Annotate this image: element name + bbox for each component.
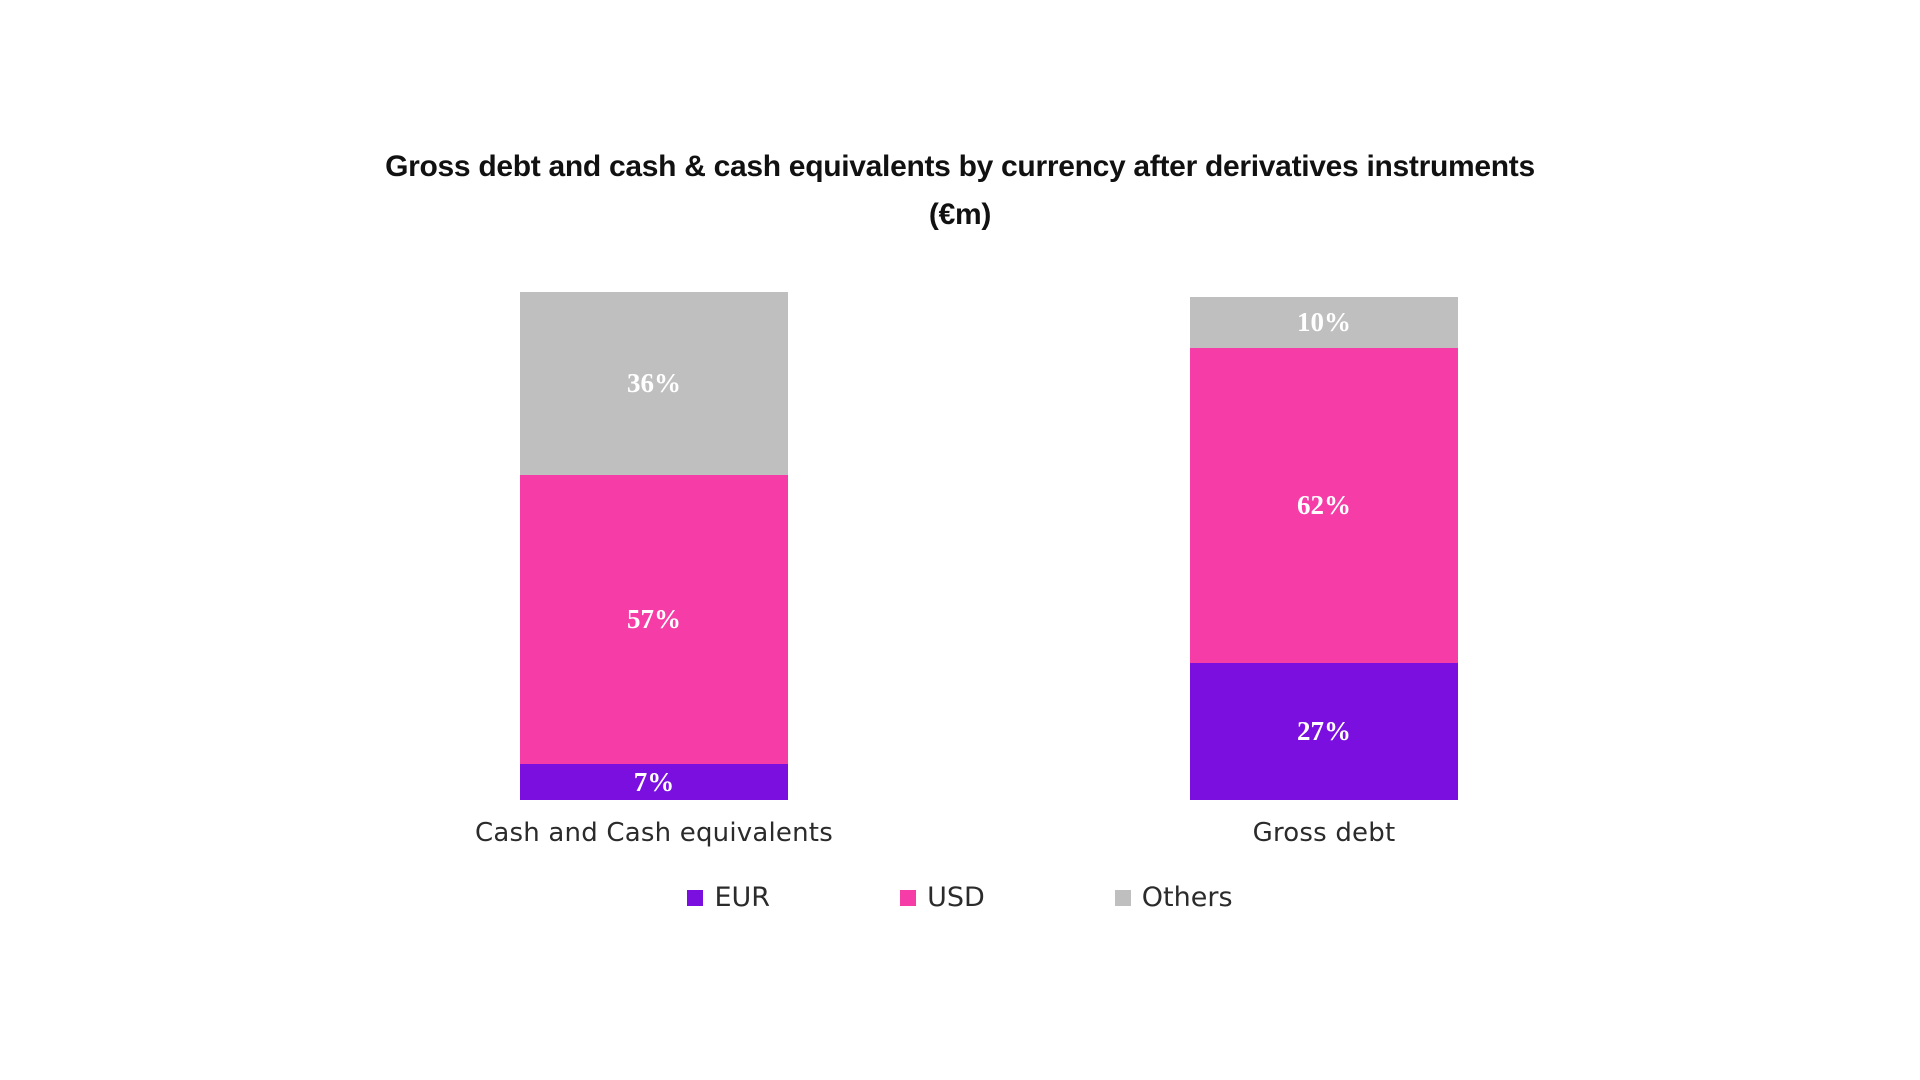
legend-item-eur[interactable]: EUR <box>687 884 770 911</box>
bar-segment-cash-and-cash-equivalents-usd[interactable]: 57% <box>520 474 788 765</box>
bar-segment-label-cash-and-cash-equivalents-usd: 57% <box>627 604 681 635</box>
legend-swatch-others-icon <box>1114 889 1131 906</box>
legend-label-eur: EUR <box>714 882 771 913</box>
legend-label-usd: USD <box>927 882 985 913</box>
bar-segment-label-cash-and-cash-equivalents-eur: 7% <box>633 766 675 797</box>
bar-segment-gross-debt-eur[interactable]: 27% <box>1190 662 1458 800</box>
stacked-bar-cash-and-cash-equivalents[interactable]: 36% 57% 7% <box>520 292 788 800</box>
legend-label-others: Others <box>1141 882 1233 913</box>
stacked-bar-gross-debt[interactable]: 10% 62% 27% <box>1190 297 1458 800</box>
legend-swatch-eur-icon <box>687 889 704 906</box>
x-tick-label-gross-debt: Gross debt <box>1252 818 1396 848</box>
bar-segment-label-cash-and-cash-equivalents-others: 36% <box>627 367 681 398</box>
bar-segment-cash-and-cash-equivalents-eur[interactable]: 7% <box>520 764 788 800</box>
chart-title-line-2: (€m) <box>928 198 992 231</box>
chart-legend: EUR USD Others <box>0 884 1920 911</box>
legend-item-usd[interactable]: USD <box>900 884 985 911</box>
chart-title-line-1: Gross debt and cash & cash equivalents b… <box>385 150 1535 183</box>
legend-item-others[interactable]: Others <box>1114 882 1233 913</box>
bar-segment-gross-debt-others[interactable]: 10% <box>1190 297 1458 348</box>
bar-segment-gross-debt-usd[interactable]: 62% <box>1190 347 1458 663</box>
x-tick-label-cash-and-cash-equivalents: Cash and Cash equivalents <box>475 818 833 848</box>
bar-segment-label-gross-debt-eur: 27% <box>1297 715 1351 746</box>
bar-segment-label-gross-debt-usd: 62% <box>1297 489 1351 520</box>
bar-segment-cash-and-cash-equivalents-others[interactable]: 36% <box>520 292 788 475</box>
legend-swatch-usd-icon <box>900 889 917 906</box>
bar-segment-label-gross-debt-others: 10% <box>1297 306 1351 337</box>
chart-title: Gross debt and cash & cash equivalents b… <box>0 143 1920 239</box>
